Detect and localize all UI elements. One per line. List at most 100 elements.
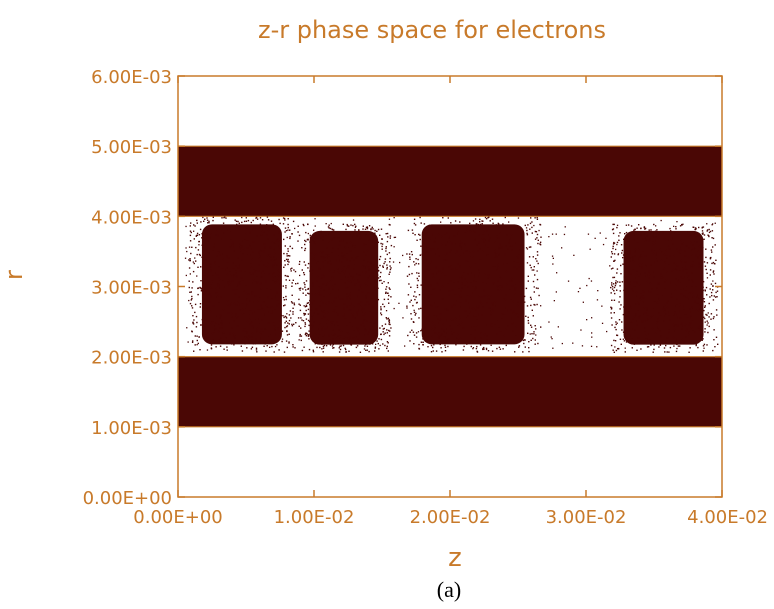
particle-point <box>435 266 437 269</box>
particle-point <box>393 307 395 310</box>
particle-point <box>323 239 325 241</box>
particle-point <box>249 300 251 302</box>
particle-point <box>354 229 356 231</box>
particle-point <box>322 283 325 285</box>
particle-point <box>637 303 640 305</box>
particle-point <box>465 316 467 318</box>
particle-point <box>469 313 471 315</box>
particle-point <box>536 216 538 219</box>
particle-point <box>675 228 677 230</box>
particle-point <box>355 336 357 338</box>
particle-point <box>402 317 404 319</box>
particle-point <box>475 286 477 288</box>
particle-point <box>188 267 191 269</box>
particle-point <box>196 335 198 337</box>
particle-point <box>422 344 424 346</box>
particle-point <box>646 309 648 311</box>
particle-point <box>490 314 492 316</box>
particle-point <box>416 284 419 286</box>
particle-point <box>697 256 699 258</box>
particle-point <box>648 277 650 279</box>
particle-point <box>238 281 240 283</box>
particle-point <box>380 228 383 230</box>
particle-point <box>349 298 351 300</box>
particle-point <box>475 309 477 311</box>
particle-point <box>390 267 392 269</box>
particle-point <box>330 323 333 326</box>
particle-point <box>704 331 706 333</box>
particle-point <box>504 253 506 256</box>
particle-point <box>673 328 676 331</box>
particle-point <box>239 243 241 245</box>
particle-point <box>389 261 391 263</box>
particle-point <box>536 278 539 281</box>
particle-point <box>458 294 461 296</box>
particle-point <box>616 281 619 283</box>
particle-point <box>273 351 275 353</box>
particle-point <box>409 258 411 260</box>
particle-point <box>266 254 269 257</box>
particle-point <box>358 230 360 232</box>
particle-point <box>278 218 280 221</box>
particle-point <box>194 335 196 337</box>
particle-point <box>705 248 707 250</box>
particle-point <box>704 306 706 308</box>
particle-point <box>446 252 448 255</box>
particle-point <box>504 216 506 219</box>
particle-point <box>307 302 309 304</box>
particle-point <box>688 279 690 281</box>
particle-point <box>352 243 354 246</box>
particle-point <box>687 332 689 334</box>
particle-point <box>354 317 356 319</box>
particle-point <box>537 239 539 241</box>
particle-point <box>379 327 381 329</box>
particle-point <box>269 246 271 249</box>
particle-point <box>491 302 494 304</box>
particle-point <box>707 322 709 324</box>
particle-point <box>490 308 493 310</box>
particle-point <box>427 284 430 287</box>
particle-point <box>654 332 657 334</box>
particle-point <box>189 302 192 305</box>
particle-point <box>482 281 484 283</box>
particle-point <box>351 281 353 283</box>
particle-point <box>530 298 532 300</box>
particle-point <box>329 227 332 230</box>
particle-point <box>333 347 335 349</box>
particle-point <box>294 227 296 230</box>
particle-point <box>498 248 500 250</box>
particle-point <box>675 278 677 280</box>
particle-point <box>499 284 501 286</box>
particle-point <box>325 322 327 324</box>
particle-point <box>457 333 459 336</box>
particle-point <box>618 319 621 321</box>
particle-point <box>259 223 262 225</box>
particle-point <box>680 289 682 291</box>
particle-point <box>191 305 193 307</box>
particle-point <box>380 306 382 308</box>
particle-point <box>503 297 506 299</box>
particle-point <box>193 262 195 265</box>
particle-point <box>706 344 708 346</box>
particle-point <box>366 320 368 322</box>
particle-point <box>631 337 633 339</box>
particle-point <box>611 285 614 288</box>
particle-point <box>263 264 265 266</box>
particle-point <box>310 252 313 254</box>
particle-point <box>500 247 502 249</box>
particle-point <box>356 295 358 298</box>
particle-point <box>488 216 490 218</box>
particle-point <box>245 220 248 222</box>
particle-point <box>703 234 706 236</box>
particle-point <box>698 309 701 311</box>
particle-point <box>505 226 507 228</box>
particle-point <box>372 316 374 318</box>
particle-point <box>389 288 391 290</box>
particle-point <box>218 266 220 268</box>
particle-point <box>340 232 342 234</box>
particle-point <box>475 238 477 240</box>
particle-point <box>445 259 448 261</box>
particle-point <box>191 331 193 333</box>
particle-point <box>675 268 677 270</box>
particle-point <box>373 339 375 342</box>
